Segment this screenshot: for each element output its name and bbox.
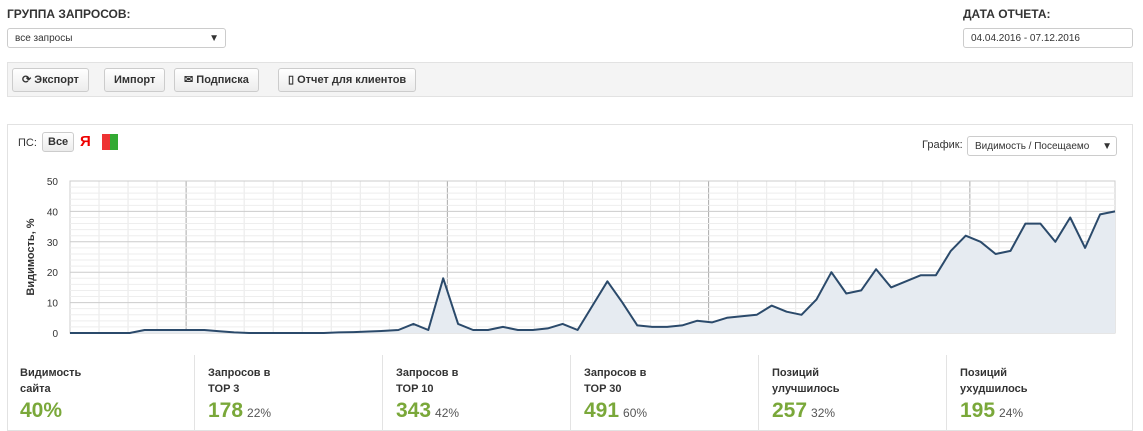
- engine-label: ПС:: [18, 137, 37, 149]
- stat-label: Позиций улучшилось: [772, 367, 840, 395]
- stat: Видимость сайта 40%: [7, 355, 195, 431]
- y-tick-label: 20: [47, 268, 59, 279]
- button-text: Отчет для клиентов: [297, 74, 407, 86]
- stat-value: 40%: [20, 399, 63, 422]
- stat-label: Видимость сайта: [20, 367, 82, 395]
- import-button[interactable]: Импорт: [104, 68, 166, 92]
- area: [70, 211, 1115, 333]
- stat-label: Запросов в TOP 10: [396, 367, 459, 395]
- stat-percent: 60%: [623, 406, 648, 420]
- group-label: ГРУППА ЗАПРОСОВ:: [7, 7, 131, 21]
- y-tick-label: 40: [47, 207, 59, 218]
- button-text: Импорт: [114, 74, 156, 86]
- y-tick-label: 30: [47, 238, 59, 249]
- stat-value: 195: [960, 399, 996, 422]
- engine-google[interactable]: [102, 134, 118, 150]
- stat-percent: 24%: [999, 406, 1024, 420]
- stat-value: 257: [772, 399, 808, 422]
- stat-label: Запросов в TOP 30: [584, 367, 647, 395]
- export-button[interactable]: ⟳ Экспорт: [12, 68, 89, 92]
- stat-label: Позиций ухудшилось: [960, 367, 1028, 395]
- button-text: Подписка: [196, 74, 249, 86]
- stat: Позиций улучшилось 257 32%: [759, 355, 947, 431]
- stat-value: 343: [396, 399, 432, 422]
- date-label: ДАТА ОТЧЕТА:: [963, 7, 1051, 21]
- stat: Запросов в TOP 30 491 60%: [571, 355, 759, 431]
- graph-label: График:: [922, 139, 963, 151]
- y-tick-label: 50: [47, 177, 59, 188]
- subscribe-button[interactable]: ✉ Подписка: [174, 68, 259, 92]
- stat-label: Запросов в TOP 3: [208, 367, 271, 395]
- stat: Позиций ухудшилось 195 24%: [947, 355, 1135, 431]
- date-picker[interactable]: 04.04.2016 - 07.12.2016: [963, 28, 1133, 48]
- stat-percent: 42%: [435, 406, 460, 420]
- engine-yandex[interactable]: Я: [80, 133, 91, 150]
- y-tick-label: 10: [47, 299, 59, 310]
- button-text: Экспорт: [34, 74, 79, 86]
- stat-percent: 22%: [247, 406, 272, 420]
- graph-value: Видимость / Посещаемо: [975, 141, 1090, 152]
- report-button[interactable]: ▯ Отчет для клиентов: [278, 68, 417, 92]
- stat-value: 178: [208, 399, 244, 422]
- button-text: Все: [48, 136, 69, 148]
- engine-all[interactable]: Все: [42, 132, 75, 152]
- group-select[interactable]: все запросы ▼: [7, 28, 226, 48]
- group-value: все запросы: [15, 33, 73, 44]
- stat-percent: 32%: [811, 406, 836, 420]
- stat-value: 491: [584, 399, 620, 422]
- y-axis-label: Видимость, %: [25, 218, 37, 295]
- date-value: 04.04.2016 - 07.12.2016: [971, 33, 1080, 44]
- line: [70, 210, 1116, 334]
- graph-select[interactable]: Видимость / Посещаемо ▼: [967, 136, 1117, 156]
- stat: Запросов в TOP 3 178 22%: [195, 355, 383, 431]
- y-tick-label: 0: [52, 329, 58, 340]
- stat: Запросов в TOP 10 343 42%: [383, 355, 571, 431]
- chart: 0 10 20 30 40 50 Видимость, %: [25, 177, 1116, 340]
